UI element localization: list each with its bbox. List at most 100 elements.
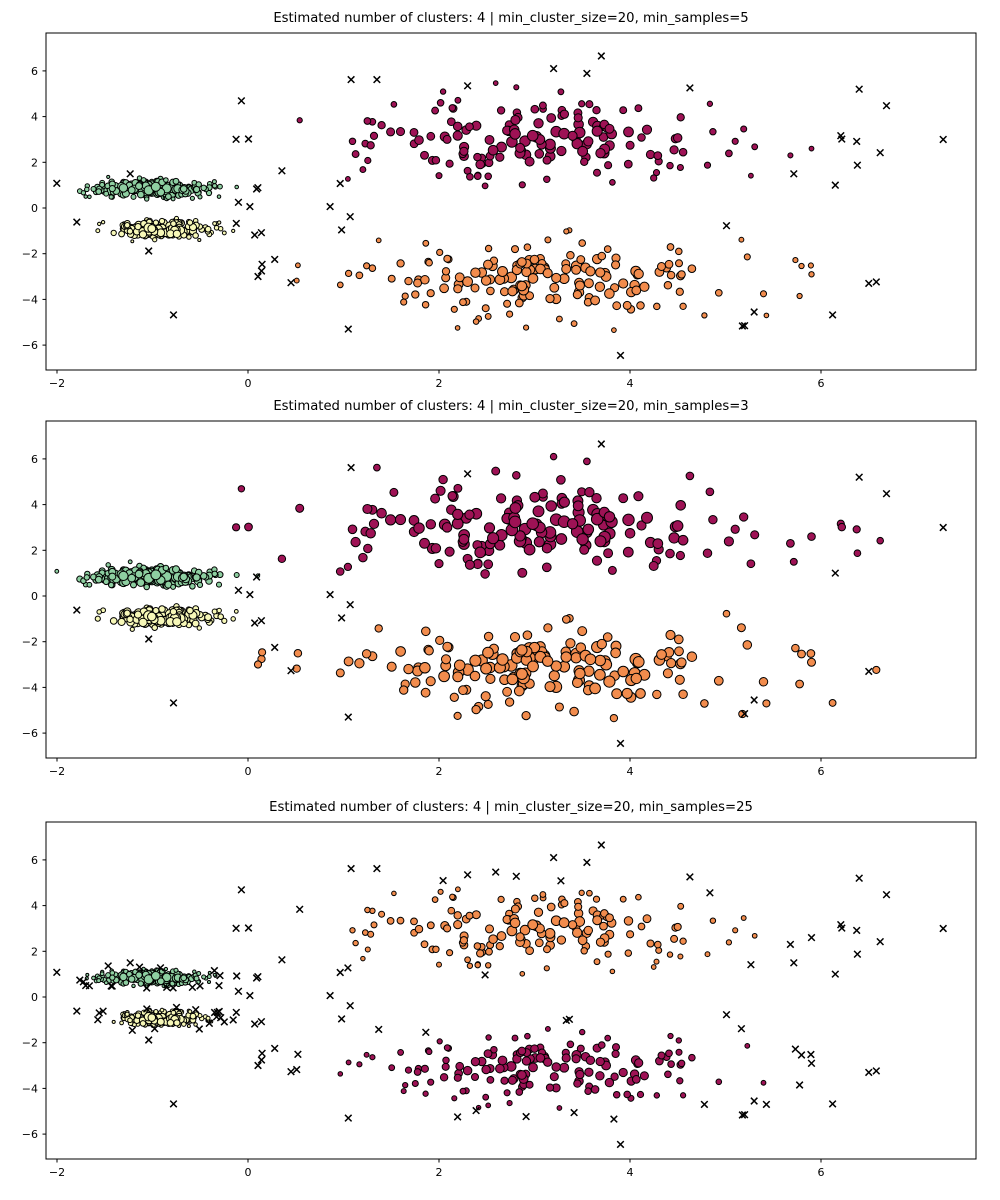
noise-point-marker xyxy=(244,135,253,143)
data-point xyxy=(459,936,469,945)
noise-point-marker xyxy=(107,982,116,990)
data-point xyxy=(212,221,218,226)
data-point xyxy=(574,902,583,911)
noise-point-marker xyxy=(344,964,352,972)
data-point xyxy=(150,569,162,581)
data-point xyxy=(187,1009,193,1014)
data-point xyxy=(481,1064,491,1075)
data-point xyxy=(585,100,594,109)
data-point xyxy=(610,647,621,659)
data-point xyxy=(515,668,528,680)
y-tick-label: 2 xyxy=(31,156,38,169)
data-point xyxy=(572,927,583,938)
noise-point-marker xyxy=(72,1007,81,1015)
data-point xyxy=(189,583,196,590)
noise-point-marker xyxy=(144,635,153,643)
axes-frame xyxy=(45,420,977,759)
data-point xyxy=(172,565,180,574)
data-point xyxy=(363,117,372,125)
data-point xyxy=(677,902,685,910)
data-point xyxy=(556,1105,563,1111)
subplot-2-title: Estimated number of clusters: 4 | min_cl… xyxy=(273,399,748,414)
data-point xyxy=(471,910,481,920)
y-tick-label: −4 xyxy=(22,293,38,306)
data-point xyxy=(80,190,87,196)
subplot-1-title: Estimated number of clusters: 4 | min_cl… xyxy=(273,11,748,26)
data-point xyxy=(400,1088,407,1095)
data-point xyxy=(561,1053,571,1063)
data-point xyxy=(147,1013,157,1022)
data-point xyxy=(592,915,603,926)
data-point xyxy=(565,638,576,649)
noise-point-marker xyxy=(882,890,891,899)
data-point xyxy=(439,1073,449,1082)
data-point xyxy=(566,251,575,260)
data-point xyxy=(445,159,454,168)
data-point xyxy=(359,166,367,174)
data-point xyxy=(542,155,552,165)
data-point xyxy=(123,609,131,617)
noise-point-marker xyxy=(258,1049,266,1058)
data-point xyxy=(762,699,771,708)
data-point xyxy=(704,951,711,958)
data-point xyxy=(462,276,473,287)
data-point xyxy=(619,895,627,903)
data-point xyxy=(237,485,246,493)
data-point xyxy=(410,917,418,926)
data-point xyxy=(795,679,804,689)
data-point xyxy=(483,699,493,709)
data-point xyxy=(705,487,715,497)
data-point xyxy=(447,906,456,915)
noise-point-marker xyxy=(220,1018,229,1026)
data-point xyxy=(679,1092,687,1099)
data-point xyxy=(591,555,603,566)
data-point xyxy=(583,136,594,147)
data-point xyxy=(369,131,379,140)
data-point xyxy=(162,564,170,572)
data-point xyxy=(556,935,567,945)
data-point xyxy=(621,687,633,699)
noise-point-marker xyxy=(864,1068,873,1077)
noise-point-marker xyxy=(232,135,240,144)
data-point xyxy=(118,230,126,238)
noise-point-marker xyxy=(246,590,254,599)
data-point xyxy=(488,934,498,945)
noise-point-marker xyxy=(72,218,81,226)
data-point xyxy=(411,1079,419,1088)
data-point xyxy=(399,685,409,695)
x-tick-label: 4 xyxy=(627,1166,634,1179)
data-point xyxy=(434,559,444,569)
data-point xyxy=(554,702,564,712)
data-point xyxy=(666,658,677,669)
noise-point-marker xyxy=(215,1007,224,1016)
data-point xyxy=(358,552,368,563)
data-point xyxy=(464,559,475,570)
noise-point-marker xyxy=(270,255,279,264)
noise-point-marker xyxy=(872,278,881,286)
data-point xyxy=(192,232,199,239)
noise-point-marker xyxy=(237,96,246,105)
data-point xyxy=(580,157,589,166)
data-point xyxy=(579,544,590,555)
data-point xyxy=(539,891,547,898)
data-point xyxy=(127,975,136,983)
data-point xyxy=(740,125,748,133)
data-point xyxy=(111,1019,116,1024)
data-point xyxy=(609,713,619,723)
data-point xyxy=(152,219,160,226)
noise-point-marker xyxy=(374,1025,383,1034)
data-point xyxy=(533,907,544,917)
data-point xyxy=(555,315,563,323)
noise-point-marker xyxy=(258,260,266,269)
data-point xyxy=(670,934,679,943)
data-point xyxy=(543,1057,553,1067)
data-point xyxy=(396,259,405,268)
data-point xyxy=(556,474,566,485)
noise-point-marker xyxy=(232,1008,241,1017)
noise-point-marker xyxy=(234,198,243,207)
data-point xyxy=(193,185,201,193)
x-tick-label: 4 xyxy=(627,377,634,390)
data-point xyxy=(672,133,683,143)
data-point xyxy=(409,127,419,137)
data-point xyxy=(186,606,194,615)
